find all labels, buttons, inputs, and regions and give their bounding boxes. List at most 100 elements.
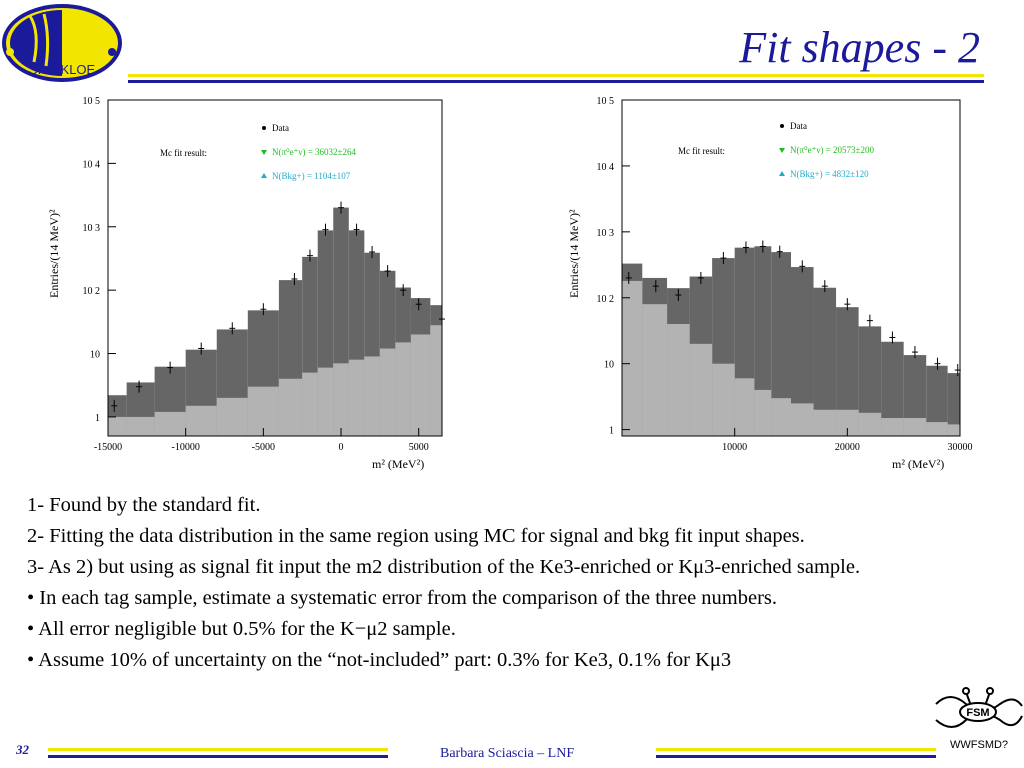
y-tick-label: 10 4: [597, 162, 615, 173]
background-bar: [247, 386, 279, 436]
body-bullet-3: • Assume 10% of uncertainty on the “not-…: [27, 649, 732, 671]
signal-bar: [858, 326, 882, 436]
body-line-1: 1- Found by the standard fit.: [27, 494, 261, 516]
legend-item-background: N(Bkg+) = 4832±120: [790, 169, 869, 179]
plot-frame: [621, 99, 961, 437]
x-axis-label: m² (MeV²): [892, 457, 944, 471]
fsm-caption: WWFSMD?: [950, 739, 1009, 751]
legend-item-data: Data: [272, 123, 289, 133]
footer-author: Barbara Sciascia – LNF: [440, 746, 575, 761]
signal-bar: [836, 307, 859, 436]
bottom-rule-left-blue: [48, 755, 388, 758]
legend-marker-signal: [779, 148, 785, 153]
y-tick-label: 10 2: [83, 286, 101, 297]
plot-frame: [107, 99, 443, 437]
background-bar: [771, 398, 791, 436]
background-bar: [791, 403, 814, 436]
top-rule-blue: [128, 80, 984, 83]
top-rule-yellow: [128, 74, 984, 77]
kloe-logo: ЭloK KLOE: [0, 2, 128, 84]
bottom-rule-left-yellow: [48, 748, 388, 751]
fsm-badge-icon: FSM: [930, 686, 1024, 758]
y-tick-label: 10 3: [83, 223, 101, 234]
legend-marker-signal: [261, 150, 267, 155]
y-tick-label: 10 3: [597, 228, 615, 239]
signal-bar: [881, 341, 904, 436]
x-tick-label: 20000: [835, 442, 860, 453]
background-bar: [154, 411, 186, 436]
legend-marker-background: [779, 171, 785, 176]
legend-item-signal: N(π⁰e⁺ν) = 36032±264: [272, 147, 356, 157]
background-bar: [364, 356, 380, 436]
page-number: 32: [16, 742, 29, 757]
background-bar: [947, 424, 960, 436]
legend-item-signal: N(π⁰e⁺ν) = 20573±200: [790, 145, 874, 155]
background-bar: [348, 359, 365, 436]
body-line-3: 3- As 2) but using as signal fit input t…: [27, 556, 861, 578]
signal-bar: [947, 373, 960, 436]
x-tick-label: 0: [339, 442, 344, 453]
slide-title: Fit shapes - 2: [739, 23, 980, 72]
background-bar: [317, 367, 334, 436]
background-bar: [185, 405, 217, 436]
background-bar: [813, 409, 837, 436]
fsm-badge-text: FSM: [966, 707, 989, 719]
slide-body: 1- Found by the standard fit. 2- Fitting…: [27, 490, 1002, 676]
signal-bar: [754, 246, 772, 436]
background-bar: [754, 389, 772, 436]
legend-marker-data: [780, 124, 784, 128]
background-bar: [836, 409, 859, 436]
left-histogram: -15000 -10000 -5000 0 5000 1 10 10 2 10 3 10 4 10 …: [42, 88, 454, 478]
background-bar: [712, 363, 735, 436]
legend-marker-background: [261, 173, 267, 178]
legend-item-background: N(Bkg+) = 1104±107: [272, 171, 351, 181]
x-tick-label: -5000: [252, 442, 275, 453]
background-bar: [858, 412, 882, 436]
y-tick-label: 1: [95, 413, 100, 424]
x-tick-label: -15000: [94, 442, 122, 453]
y-tick-label: 10 4: [83, 159, 101, 170]
background-bar: [926, 422, 948, 436]
body-line-2: 2- Fitting the data distribution in the …: [27, 525, 805, 547]
signal-bar: [926, 365, 948, 436]
bottom-rule-right-blue: [656, 755, 936, 758]
background-bar: [430, 325, 442, 436]
x-tick-label: 30000: [948, 442, 973, 453]
background-bar: [379, 348, 396, 436]
background-bar: [881, 418, 904, 436]
y-tick-label: 1: [609, 426, 614, 437]
signal-bar: [813, 287, 837, 436]
y-axis-label: Entries/(14 MeV)²: [567, 209, 581, 298]
background-bar: [642, 304, 668, 436]
signal-bar: [903, 355, 927, 436]
background-bar: [108, 416, 127, 436]
x-axis-label: m² (MeV²): [372, 457, 424, 471]
y-tick-label: 10 5: [597, 96, 615, 107]
background-bar: [333, 363, 349, 436]
background-bar: [667, 324, 690, 436]
signal-bar: [791, 267, 814, 436]
background-bar: [302, 372, 318, 436]
background-bar: [622, 280, 643, 436]
x-tick-label: -10000: [172, 442, 200, 453]
legend-item-data: Data: [790, 121, 807, 131]
y-tick-label: 10 2: [597, 294, 615, 305]
background-bar: [126, 416, 155, 436]
body-bullet-1: • In each tag sample, estimate a systema…: [27, 587, 778, 609]
background-bar: [689, 343, 713, 436]
background-bar: [734, 378, 755, 436]
signal-bar: [771, 252, 791, 436]
bottom-rule-right-yellow: [656, 748, 936, 751]
x-tick-label: 10000: [722, 442, 747, 453]
x-tick-label: 5000: [409, 442, 429, 453]
fit-result-label: Mc fit result:: [160, 148, 207, 158]
background-bar: [903, 418, 927, 436]
right-histogram: 10000 20000 30000 1 10 10 2 10 3 10 4 10 5 Entri…: [562, 88, 974, 478]
y-tick-label: 10 5: [83, 96, 101, 107]
y-tick-label: 10: [604, 360, 614, 371]
body-bullet-2: • All error negligible but 0.5% for the …: [27, 618, 456, 640]
fit-result-label: Mc fit result:: [678, 146, 725, 156]
background-bar: [395, 342, 411, 436]
y-tick-label: 10: [90, 350, 100, 361]
logo-text: ЭloK KLOE: [29, 62, 96, 77]
